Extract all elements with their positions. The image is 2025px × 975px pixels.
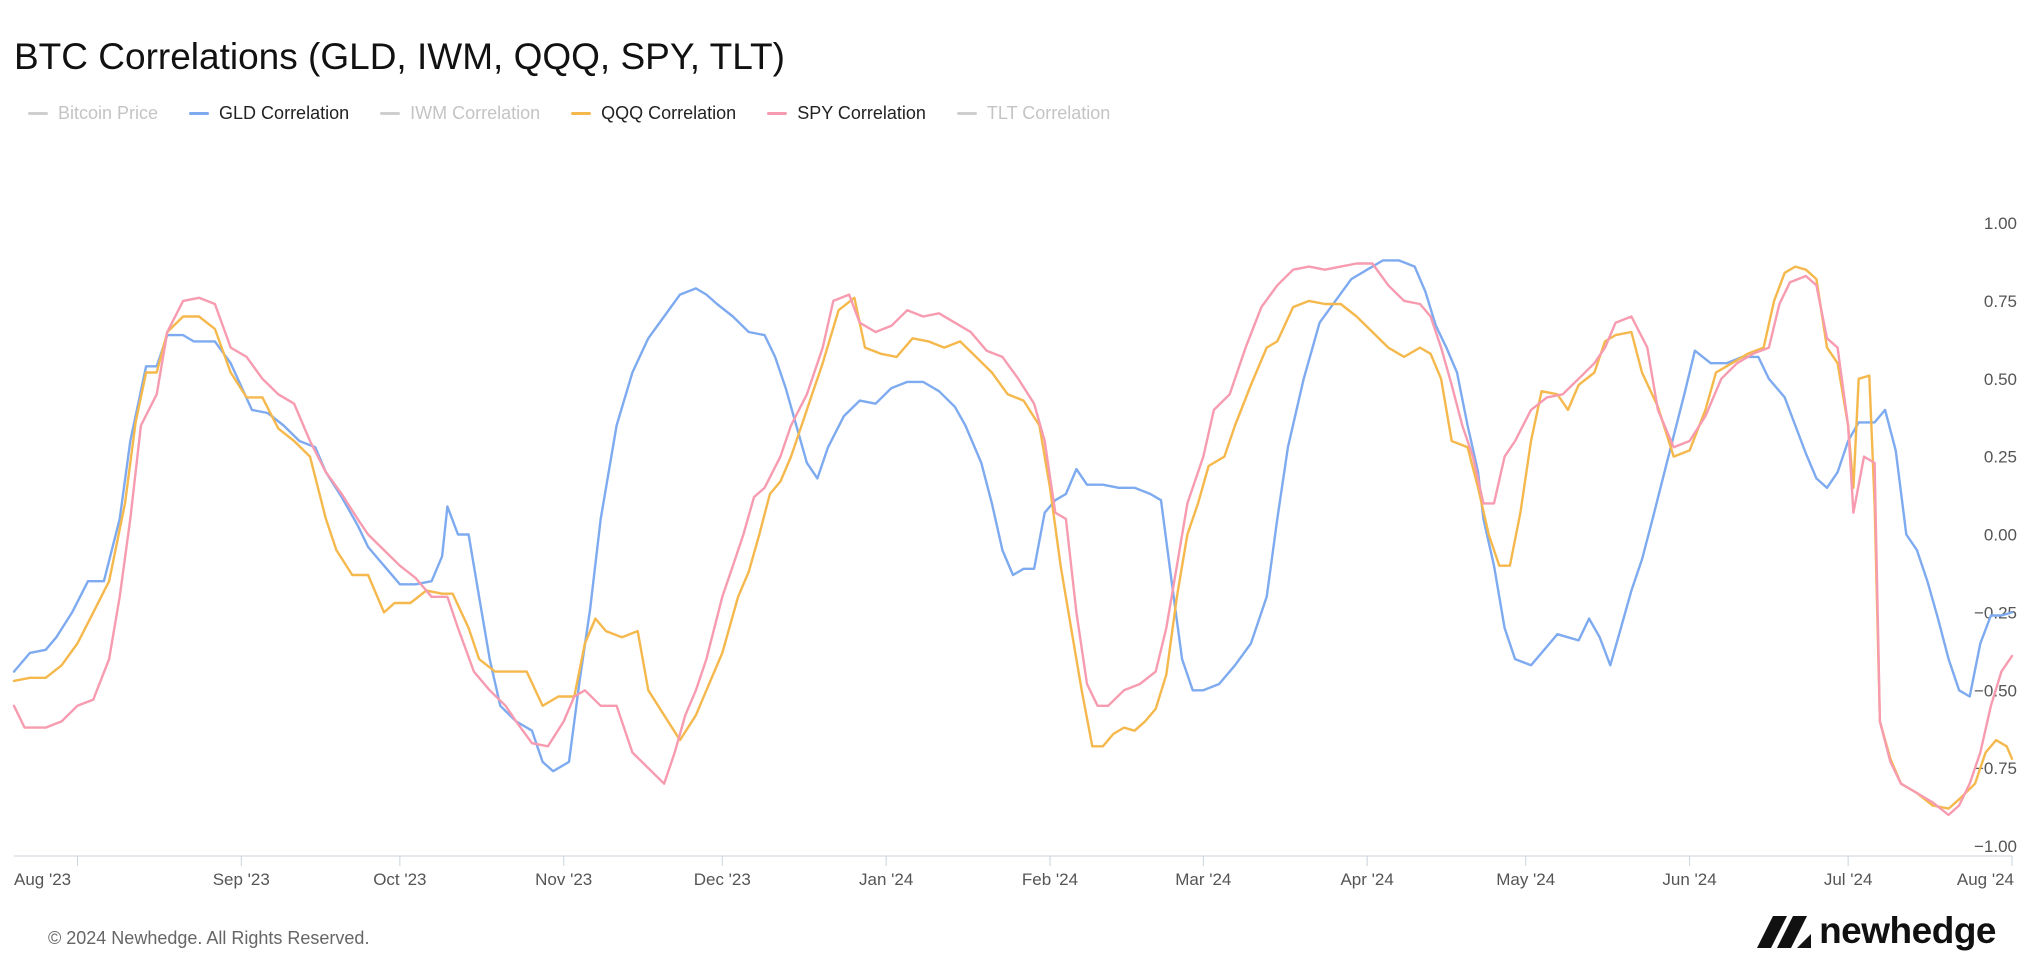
chart-legend: Bitcoin Price GLD Correlation IWM Correl…	[28, 103, 1141, 124]
x-tick-label: Jan '24	[859, 870, 913, 889]
x-tick-label: Aug '23	[14, 870, 71, 889]
y-tick-label: −1.00	[1974, 837, 2017, 856]
legend-label-qqq-correlation: QQQ Correlation	[601, 103, 737, 123]
legend-label-gld-correlation: GLD Correlation	[219, 103, 350, 123]
x-tick-label: Sep '23	[213, 870, 270, 889]
copyright-text: © 2024 Newhedge. All Rights Reserved.	[48, 928, 370, 948]
chart-title: BTC Correlations (GLD, IWM, QQQ, SPY, TL…	[14, 36, 785, 77]
y-tick-label: −0.75	[1974, 759, 2017, 778]
legend-swatch-qqq-correlation	[571, 112, 592, 115]
legend-label-spy-correlation: SPY Correlation	[797, 103, 926, 123]
x-tick-label: Jul '24	[1824, 870, 1873, 889]
legend-swatch-iwm-correlation	[380, 112, 401, 115]
y-tick-label: 0.25	[1984, 448, 2017, 467]
legend-item-tlt-correlation[interactable]: TLT Correlation	[956, 103, 1111, 124]
x-tick-label: Nov '23	[535, 870, 592, 889]
x-tick-label: Dec '23	[694, 870, 751, 889]
legend-item-spy-correlation[interactable]: SPY Correlation	[767, 103, 926, 124]
legend-swatch-bitcoin-price	[28, 112, 48, 115]
x-tick-label: Jun '24	[1662, 870, 1716, 889]
legend-item-bitcoin-price[interactable]: Bitcoin Price	[28, 103, 158, 124]
y-tick-label: 0.75	[1984, 292, 2017, 311]
newhedge-logo-icon	[1757, 916, 1812, 948]
x-tick-label: Oct '23	[373, 870, 426, 889]
newhedge-brand[interactable]: newhedge	[1757, 910, 1996, 952]
legend-swatch-tlt-correlation	[956, 112, 977, 115]
y-tick-label: 0.50	[1984, 370, 2017, 389]
legend-swatch-spy-correlation	[767, 112, 788, 115]
x-tick-label: Aug '24	[1957, 870, 2014, 889]
y-tick-label: 1.00	[1984, 214, 2017, 233]
brand-name: newhedge	[1819, 910, 1996, 951]
legend-item-qqq-correlation[interactable]: QQQ Correlation	[571, 103, 736, 124]
legend-label-bitcoin-price: Bitcoin Price	[58, 103, 159, 123]
legend-label-iwm-correlation: IWM Correlation	[410, 103, 541, 123]
x-tick-label: Feb '24	[1022, 870, 1078, 889]
legend-label-tlt-correlation: TLT Correlation	[986, 103, 1111, 123]
legend-item-iwm-correlation[interactable]: IWM Correlation	[380, 103, 540, 124]
series-line-spy-correlation	[12, 262, 2014, 817]
x-tick-label: Mar '24	[1175, 870, 1231, 889]
x-tick-label: May '24	[1496, 870, 1555, 889]
series-line-qqq-correlation	[12, 265, 2014, 810]
x-tick-label: Apr '24	[1340, 870, 1393, 889]
y-tick-label: −0.25	[1974, 603, 2017, 622]
series-line-gld-correlation	[12, 259, 2014, 773]
legend-swatch-gld-correlation	[189, 112, 210, 115]
legend-item-gld-correlation[interactable]: GLD Correlation	[189, 103, 349, 124]
y-tick-label: 0.00	[1984, 526, 2017, 545]
